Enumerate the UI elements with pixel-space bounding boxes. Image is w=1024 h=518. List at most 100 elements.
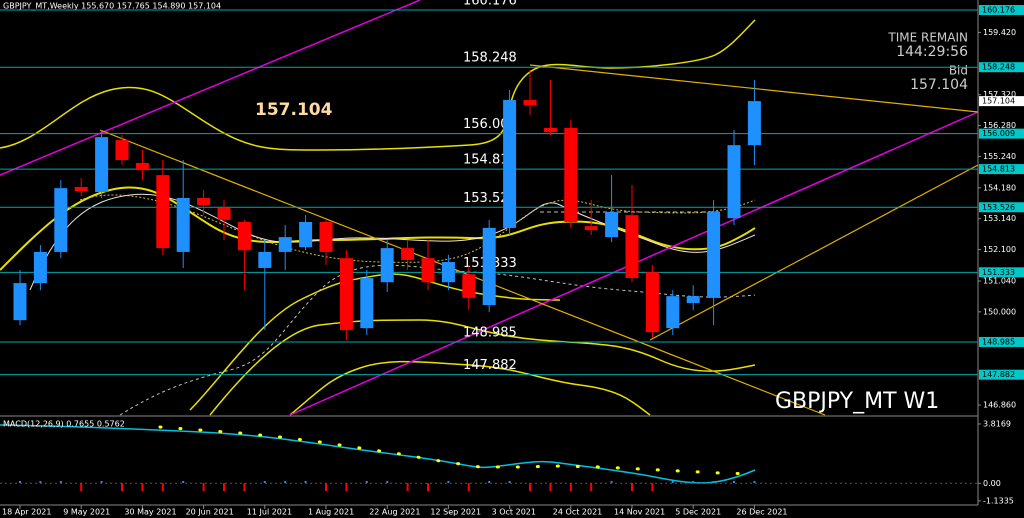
middle-band xyxy=(0,186,756,271)
candle-body xyxy=(217,208,231,220)
y-tick-label: 155.240 xyxy=(983,152,1016,161)
chart-header: GBPJPY_MT,Weekly 155.670 157.765 154.890… xyxy=(3,2,221,11)
level-tag xyxy=(979,4,1024,15)
candle-body xyxy=(421,258,435,283)
level-label: 148.985 xyxy=(463,325,517,340)
candle-body xyxy=(523,100,537,106)
x-tick-label: 3 Oct 2021 xyxy=(492,508,536,517)
macd-signal xyxy=(158,425,757,476)
y-tick-label: 146.860 xyxy=(983,401,1016,410)
level-label: 147.882 xyxy=(463,358,517,373)
level-tag xyxy=(979,128,1024,139)
x-tick-label: 1 Aug 2021 xyxy=(308,508,354,517)
level-tag xyxy=(979,164,1024,175)
x-tick-label: 14 Nov 2021 xyxy=(614,508,665,517)
x-tick-label: 22 Aug 2021 xyxy=(369,508,420,517)
candle-body xyxy=(360,278,374,329)
candle-body xyxy=(686,296,700,303)
level-tag-label: 158.248 xyxy=(982,63,1015,72)
moving-average xyxy=(29,193,756,291)
candle-body xyxy=(625,215,639,279)
level-tag-label: 153.526 xyxy=(982,203,1015,212)
level-label: 158.248 xyxy=(463,51,517,66)
bid-tag-label: 157.104 xyxy=(982,97,1015,106)
candle-body xyxy=(278,237,292,252)
candle-body xyxy=(543,127,557,133)
macd-label: MACD(12,26,9) 0.7655 0.5762 xyxy=(3,420,125,429)
y-tick-label: 156.280 xyxy=(983,121,1016,130)
candle-body xyxy=(564,127,578,222)
level-tag xyxy=(979,369,1024,380)
y-tick-label: 153.140 xyxy=(983,214,1016,223)
y-tick-label: 157.320 xyxy=(983,90,1016,99)
candle-body xyxy=(176,197,190,252)
y-tick-label: 152.100 xyxy=(983,245,1016,254)
candle-body xyxy=(645,272,659,333)
candle-body xyxy=(503,100,517,228)
candle-body xyxy=(666,296,680,329)
level-tag-label: 156.009 xyxy=(982,129,1015,138)
macd-tick-label: 0.00 xyxy=(983,479,1001,488)
x-tick-label: 18 Apr 2021 xyxy=(2,508,51,517)
candle-body xyxy=(482,227,496,306)
candle-body xyxy=(584,226,598,230)
x-tick-label: 24 Oct 2021 xyxy=(553,508,602,517)
level-tag xyxy=(979,202,1024,213)
candle-body xyxy=(115,140,129,160)
candle-body xyxy=(727,145,741,219)
price-label: 157.104 xyxy=(255,100,333,120)
candle-body xyxy=(197,197,211,206)
level-tag xyxy=(979,267,1024,278)
upper-band xyxy=(0,19,756,151)
level-tag xyxy=(979,62,1024,73)
bid-label: Bid xyxy=(949,64,968,78)
y-tick-label: 159.420 xyxy=(983,28,1016,37)
level-tag-label: 148.985 xyxy=(982,337,1015,346)
candle-body xyxy=(380,248,394,283)
macd-tick-label: -1.1335 xyxy=(983,496,1014,505)
candle-body xyxy=(441,262,455,283)
candle-body xyxy=(74,186,88,192)
candle-body xyxy=(13,283,27,321)
x-tick-label: 5 Dec 2021 xyxy=(675,508,721,517)
candle-body xyxy=(299,221,313,248)
macd-line xyxy=(0,424,756,484)
x-tick-label: 11 Jul 2021 xyxy=(247,508,292,517)
candle-body xyxy=(462,274,476,298)
x-tick-label: 20 Jun 2021 xyxy=(186,508,234,517)
candle-body xyxy=(707,211,721,298)
bid-tag xyxy=(979,96,1024,107)
candle-body xyxy=(319,221,333,252)
candle-body xyxy=(747,101,761,146)
ma-dotted xyxy=(79,194,756,263)
candle-body xyxy=(401,248,415,260)
trendline xyxy=(0,0,421,176)
candle-body xyxy=(54,188,68,252)
lower-band xyxy=(209,319,756,416)
ma-dashed xyxy=(119,264,756,416)
time-remain-label: TIME REMAIN xyxy=(887,31,968,45)
level-tag-label: 160.176 xyxy=(982,5,1015,14)
level-tag xyxy=(979,336,1024,347)
candle-body xyxy=(237,221,251,251)
lower-band-2 xyxy=(289,360,651,416)
x-tick-label: 12 Sep 2021 xyxy=(430,508,481,517)
candle-body xyxy=(95,137,109,193)
trendline xyxy=(649,164,979,341)
candle-body xyxy=(258,251,272,268)
level-tag-label: 147.882 xyxy=(982,370,1015,379)
y-tick-label: 150.000 xyxy=(983,307,1016,316)
y-tick-label: 151.040 xyxy=(983,277,1016,286)
y-tick-label: 154.180 xyxy=(983,183,1016,192)
candle-body xyxy=(605,211,619,238)
level-tag-label: 151.333 xyxy=(982,268,1015,277)
x-tick-label: 26 Dec 2021 xyxy=(736,508,787,517)
level-label: 160.176 xyxy=(463,0,517,8)
symbol-label: GBPJPY_MT W1 xyxy=(775,389,939,414)
x-tick-label: 9 May 2021 xyxy=(63,508,110,517)
x-tick-label: 30 May 2021 xyxy=(124,508,176,517)
macd-tick-label: 3.8169 xyxy=(983,419,1011,428)
